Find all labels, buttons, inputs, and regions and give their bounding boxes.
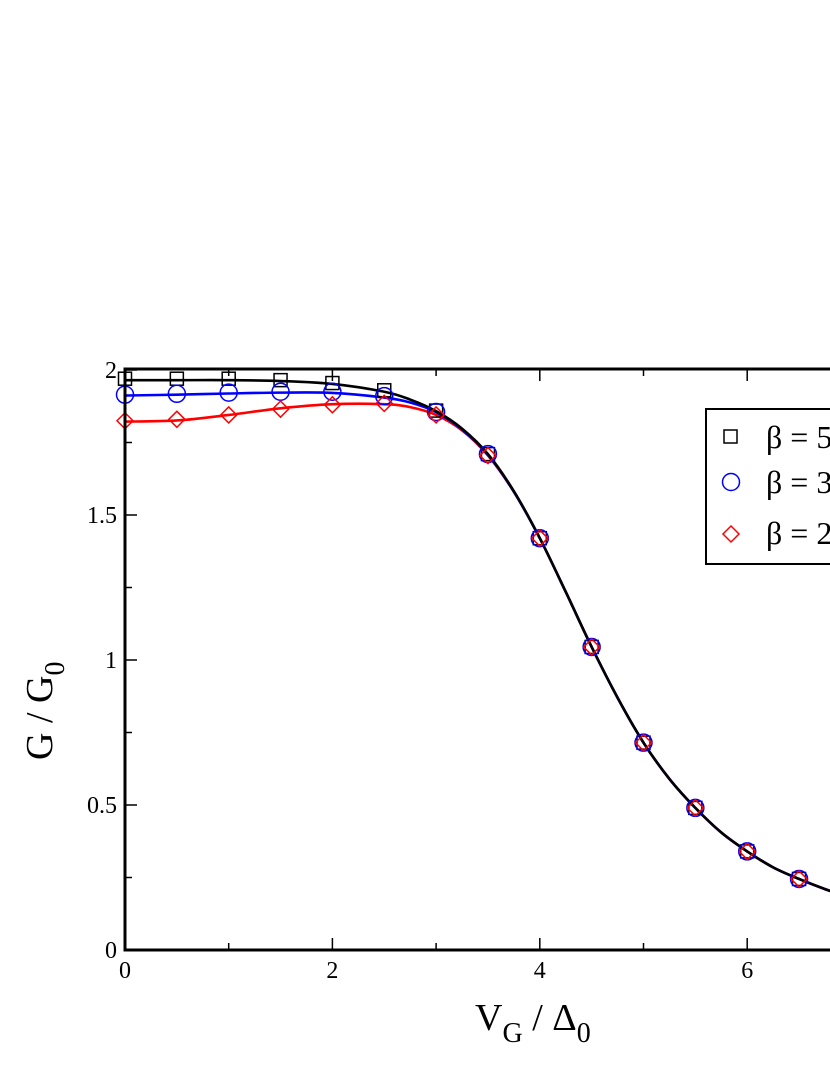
data-point-diamond <box>427 405 446 425</box>
legend-label-beta-5: β = 5 <box>766 419 830 455</box>
plot-frame <box>123 367 830 952</box>
data-point-diamond <box>167 410 186 429</box>
x-axis-title-main: V <box>475 997 503 1039</box>
data-point-square <box>636 735 651 750</box>
data-markers <box>115 371 809 889</box>
legend-marker-circle <box>721 472 741 492</box>
x-tick-label: 6 <box>741 958 753 984</box>
data-point-diamond <box>530 529 549 548</box>
fit-curve-2 <box>125 378 830 893</box>
data-point-diamond <box>478 446 498 465</box>
y-axis-title: G / G0 <box>19 662 71 760</box>
data-point-diamond <box>582 637 601 657</box>
data-point-diamond <box>219 405 238 425</box>
x-tick-label: 2 <box>326 958 338 984</box>
data-point-square <box>273 372 288 388</box>
x-axis-title-sub2: 0 <box>577 1018 591 1049</box>
legend: β = 5 β = 3 β = 2 <box>705 408 830 565</box>
y-tick-label: 2 <box>105 358 117 384</box>
x-tick-label: 4 <box>534 958 546 984</box>
data-point-diamond <box>271 400 290 419</box>
x-axis-title-sep: / Δ <box>523 997 577 1039</box>
data-point-circle <box>323 382 342 401</box>
y-axis-title-main: G / G <box>19 676 61 760</box>
data-point-diamond <box>738 842 757 861</box>
legend-marker-square <box>723 429 738 444</box>
data-point-diamond <box>634 733 653 752</box>
y-tick-label: 1 <box>105 648 117 674</box>
data-point-diamond <box>323 395 342 414</box>
data-point-diamond <box>686 798 705 817</box>
data-point-square <box>688 800 703 816</box>
x-axis-title: VG / Δ0 <box>475 997 591 1049</box>
data-point-diamond <box>789 869 809 889</box>
legend-marker-diamond <box>721 524 741 544</box>
y-tick-label: 0.5 <box>87 793 117 819</box>
legend-label-beta-2: β = 2 <box>766 515 830 551</box>
data-point-circle <box>167 384 187 404</box>
data-point-circle <box>426 402 446 422</box>
fit-curves <box>125 378 830 893</box>
data-point-circle <box>219 383 238 402</box>
data-point-square <box>584 639 599 655</box>
data-point-square <box>325 375 340 391</box>
data-point-diamond <box>375 394 394 413</box>
data-point-square <box>221 371 236 386</box>
legend-label-beta-3: β = 3 <box>766 464 830 500</box>
y-axis-title-sub: 0 <box>40 662 71 676</box>
data-point-square <box>791 871 807 887</box>
data-point-square <box>532 530 548 546</box>
x-tick-label: 0 <box>119 958 131 984</box>
y-tick-label: 1.5 <box>87 503 117 529</box>
data-point-circle <box>375 386 394 406</box>
data-point-square <box>739 844 755 859</box>
y-tick-label: 0 <box>105 938 117 964</box>
x-axis-title-sub: G <box>502 1018 522 1049</box>
tick-labels: 0 2 4 6 0 0.5 1 1.5 2 <box>87 358 753 984</box>
